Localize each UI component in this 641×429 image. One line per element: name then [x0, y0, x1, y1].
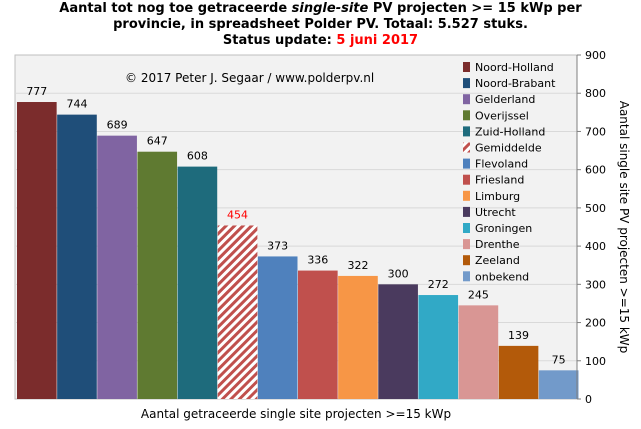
legend-item-label: Overijssel [475, 109, 529, 122]
x-axis-label: Aantal getraceerde single site projecten… [141, 407, 451, 421]
legend-swatch [463, 223, 470, 233]
bars [17, 102, 579, 400]
bar-value-label: 245 [468, 288, 489, 301]
title-line1-text: Aantal tot nog toe getraceerde [59, 1, 292, 16]
y-tick-label: 700 [585, 125, 606, 138]
y-tick-label: 100 [585, 355, 606, 368]
y-tick-label: 900 [585, 49, 606, 62]
legend-item-label: Flevoland [475, 158, 528, 171]
legend-swatch [463, 142, 470, 153]
y-axis-label: Aantal single site PV projecten >=15 kWp [617, 101, 631, 354]
legend-item-label: onbekend [475, 270, 529, 283]
title-line1-tail: PV projecten >= 15 kWp per [368, 1, 582, 16]
legend-item-label: Zuid-Holland [475, 125, 545, 138]
legend-swatch [463, 271, 470, 282]
bar-value-label: 322 [347, 259, 368, 272]
bar-onbekend [538, 370, 579, 399]
bar-flevoland [257, 256, 298, 399]
bar-value-label: 454 [227, 208, 248, 221]
legend-swatch [463, 94, 470, 105]
chart-title: Aantal tot nog toe getraceerde single-si… [0, 1, 641, 49]
y-tick-label: 200 [585, 317, 606, 330]
legend-item-label: Utrecht [475, 206, 516, 219]
legend-swatch [463, 206, 470, 217]
bar-value-label: 647 [147, 135, 168, 148]
legend-item-label: Drenthe [475, 238, 520, 251]
bar-groningen [418, 295, 459, 399]
bar-value-label: 373 [267, 239, 288, 252]
bar-friesland [298, 270, 338, 399]
bar-gemiddelde [217, 225, 258, 399]
y-tick-label: 800 [585, 87, 606, 100]
bar-zeeland [498, 345, 539, 399]
bar-value-label: 689 [107, 119, 128, 132]
legend-item-label: Noord-Holland [475, 61, 554, 74]
legend-swatch [463, 110, 470, 121]
bar-noord-brabant [57, 114, 97, 400]
chart-title-line-2: provincie, in spreadsheet Polder PV. Tot… [113, 17, 528, 32]
legend-item-label: Gelderland [475, 93, 535, 106]
legend-swatch [463, 158, 470, 169]
bar-value-label: 75 [552, 353, 566, 366]
bar-limburg [338, 275, 378, 399]
legend-item-label: Friesland [475, 174, 524, 187]
legend-swatch [463, 78, 470, 89]
y-tick-label: 0 [585, 393, 592, 406]
chart-title-line-3: Status update: 5 juni 2017 [0, 33, 641, 49]
copyright-text: © 2017 Peter J. Segaar / www.polderpv.nl [125, 71, 374, 85]
legend-swatch [463, 62, 470, 72]
legend: Noord-Holland Noord-Brabant Gelderland Over… [463, 61, 556, 283]
bar-drenthe [458, 305, 499, 399]
title-line1-emphasis: single-site [291, 1, 369, 16]
y-tick-label: 300 [585, 278, 606, 291]
bar-value-label: 300 [388, 267, 409, 280]
legend-swatch [463, 190, 470, 201]
bar-value-label: 608 [187, 150, 208, 163]
legend-item-label: Noord-Brabant [475, 77, 556, 90]
y-tick-label: 400 [585, 240, 606, 253]
bar-utrecht [378, 284, 418, 399]
bar-noord-holland [17, 102, 57, 399]
bar-overijssel [137, 151, 178, 399]
y-tick-label: 500 [585, 202, 606, 215]
chart-title-line-1: Aantal tot nog toe getraceerde single-si… [0, 1, 641, 17]
legend-swatch [463, 174, 470, 185]
bar-value-label: 744 [66, 98, 87, 111]
bar-value-label: 336 [307, 254, 328, 267]
bar-gelderland [97, 135, 137, 399]
legend-item-label: Zeeland [475, 254, 520, 267]
status-date: 5 juni 2017 [336, 33, 419, 48]
y-tick-label: 600 [585, 164, 606, 177]
bar-value-label: 777 [26, 85, 47, 98]
legend-item-label: Gemiddelde [475, 142, 542, 155]
y-axis-ticks: 0 100 200 300 400 500 600 700 800 900 [577, 49, 606, 406]
legend-swatch [463, 239, 470, 250]
bar-value-label: 139 [508, 329, 529, 342]
legend-swatch [463, 255, 470, 266]
status-label: Status update: [222, 33, 337, 48]
bar-value-labels: 777 744 689 647 608 454 373 336 322 300 272 245 139 7… [26, 85, 565, 366]
bar-value-label: 272 [428, 278, 449, 291]
bar-zuid-holland [177, 166, 218, 399]
legend-item-label: Groningen [475, 222, 532, 235]
legend-item-label: Limburg [475, 190, 520, 203]
legend-swatch [463, 126, 470, 137]
